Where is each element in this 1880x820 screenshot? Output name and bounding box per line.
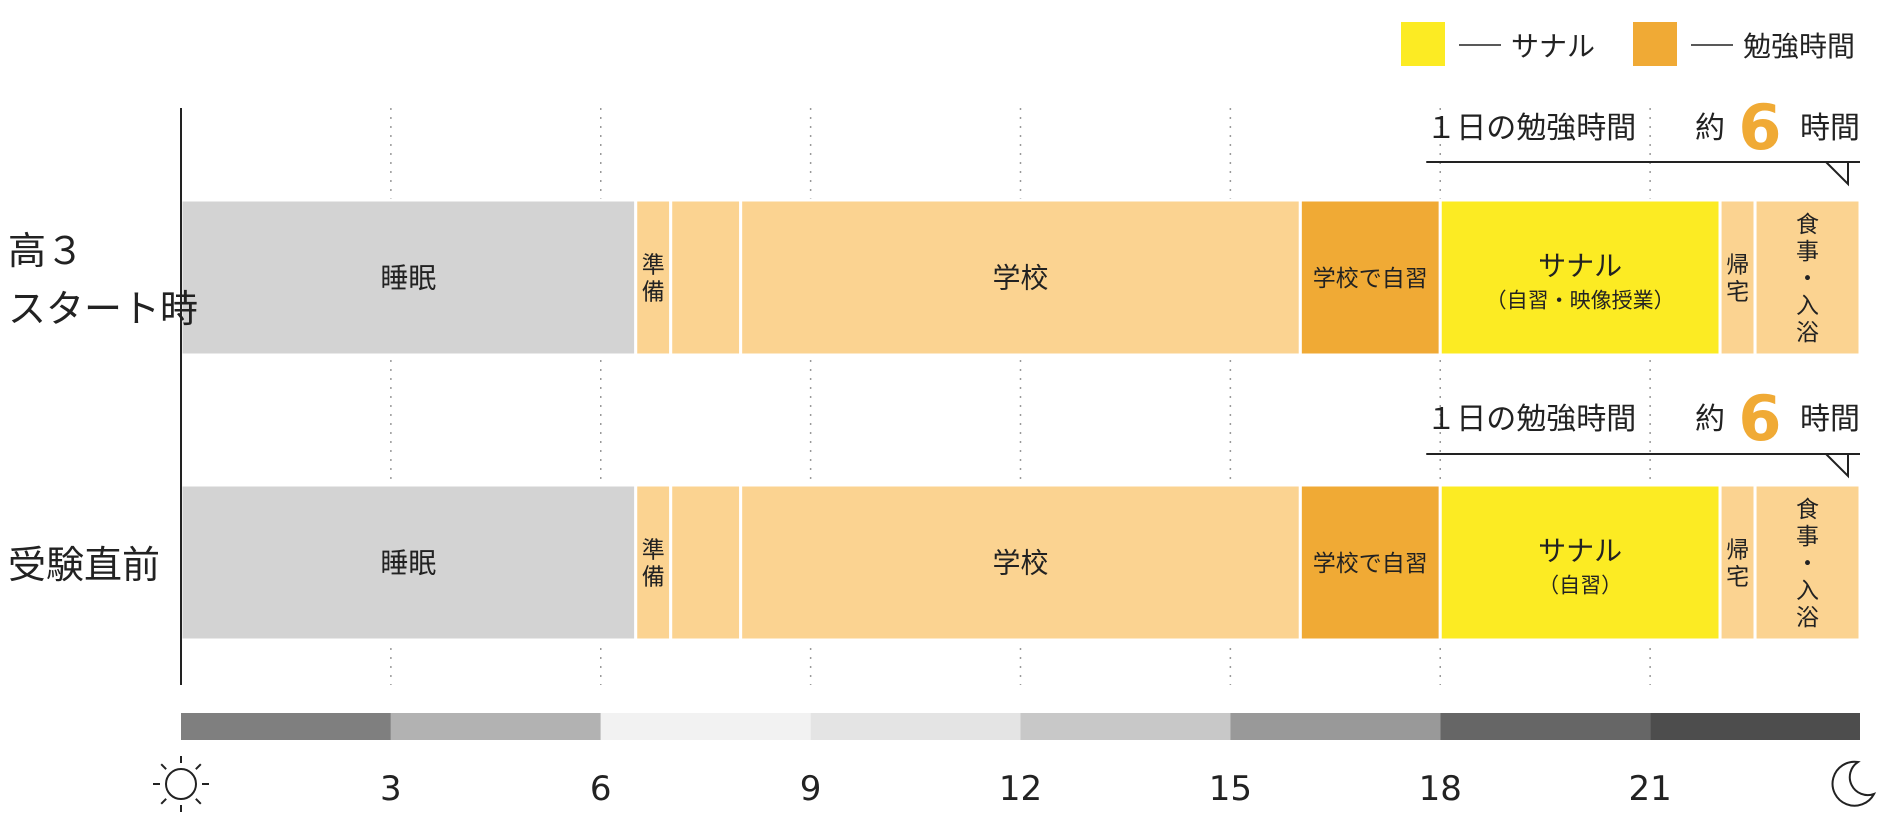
- segment-label-1-5: 学校で自習: [1313, 266, 1428, 292]
- study-summary-unit: 時間: [1800, 111, 1860, 146]
- segment-1-5: [1298, 198, 1442, 357]
- study-bracket-1: [1426, 161, 1860, 187]
- daylight-segment-6: [1230, 713, 1441, 740]
- legend-label-2: 勉強時間: [1743, 30, 1855, 63]
- segment-label-2-6: サナル: [1538, 535, 1622, 568]
- moon-icon: [1831, 760, 1877, 807]
- segment-2-7: [1718, 483, 1757, 642]
- segment-sublabel-1-6: （自習・映像授業）: [1486, 289, 1675, 313]
- legend: サナル 勉強時間: [1401, 22, 1855, 66]
- segment-1-4: [739, 198, 1302, 357]
- study-summary-approx: 約: [1695, 402, 1725, 437]
- daylight-segment-2: [390, 713, 601, 740]
- segment-1-7: [1718, 198, 1757, 357]
- study-summary-2: １日の勉強時間 時間 6約: [1426, 382, 1860, 479]
- tick-label-21: 21: [1628, 769, 1671, 809]
- segment-label-1-2: 準備: [642, 252, 665, 305]
- segment-2-1: [179, 483, 638, 642]
- segment-label-1-6: サナル: [1538, 250, 1622, 283]
- study-summary-value: 6: [1738, 382, 1781, 455]
- segment-label-1-1: 睡眠: [380, 262, 436, 295]
- daylight-segment-5: [1020, 713, 1231, 740]
- study-summary-approx: 約: [1695, 111, 1725, 146]
- segment-1-3: [669, 198, 743, 357]
- study-summary-label: １日の勉強時間: [1426, 402, 1636, 437]
- segment-2-3: [669, 483, 743, 642]
- row-label-2: 受験直前: [8, 543, 161, 587]
- segment-label-1-4: 学校: [992, 262, 1048, 295]
- segment-label-2-1: 睡眠: [380, 547, 436, 580]
- study-summary-value: 6: [1738, 91, 1781, 164]
- tick-label-15: 15: [1209, 769, 1252, 809]
- row-1: 睡眠 準備 学校 学校で自習 サナル （自習・映像授業） 帰宅 食事・入浴: [179, 198, 1862, 357]
- tick-label-6: 6: [590, 769, 612, 809]
- segment-label-2-7: 帰宅: [1726, 537, 1749, 590]
- daylight-segment-8: [1650, 713, 1860, 740]
- row-2: 睡眠 準備 学校 学校で自習 サナル （自習） 帰宅 食事・入浴: [179, 483, 1862, 642]
- sun-icon: [153, 756, 209, 812]
- row-label-1: 高３ スタート時: [8, 229, 199, 331]
- tick-label-9: 9: [800, 769, 822, 809]
- segment-label-2-5: 学校で自習: [1313, 551, 1428, 577]
- tick-label-3: 3: [380, 769, 402, 809]
- study-summary-label: １日の勉強時間: [1426, 111, 1636, 146]
- daylight-segment-1: [181, 713, 391, 740]
- legend-label-1: サナル: [1511, 30, 1595, 63]
- legend-swatch-2: [1633, 22, 1677, 66]
- daylight-segment-3: [600, 713, 811, 740]
- study-bracket-2: [1426, 453, 1860, 479]
- tick-label-12: 12: [999, 769, 1042, 809]
- daylight-segment-7: [1440, 713, 1651, 740]
- segment-label-2-8: 食事・入浴: [1796, 497, 1819, 631]
- segment-label-1-8: 食事・入浴: [1796, 212, 1819, 346]
- tick-label-18: 18: [1419, 769, 1462, 809]
- segment-sublabel-2-6: （自習）: [1538, 574, 1622, 598]
- legend-swatch-1: [1401, 22, 1445, 66]
- segment-2-8: [1753, 483, 1862, 642]
- segment-2-5: [1298, 483, 1442, 642]
- segment-1-8: [1753, 198, 1862, 357]
- segment-2-2: [634, 483, 673, 642]
- segment-label-2-2: 準備: [642, 537, 665, 590]
- study-summary-unit: 時間: [1800, 402, 1860, 437]
- segment-label-2-4: 学校: [992, 547, 1048, 580]
- segment-2-6: [1438, 483, 1722, 642]
- study-summary-1: １日の勉強時間 時間 6約: [1426, 91, 1860, 187]
- daylight-segment-4: [810, 713, 1021, 740]
- segment-label-1-7: 帰宅: [1726, 252, 1749, 305]
